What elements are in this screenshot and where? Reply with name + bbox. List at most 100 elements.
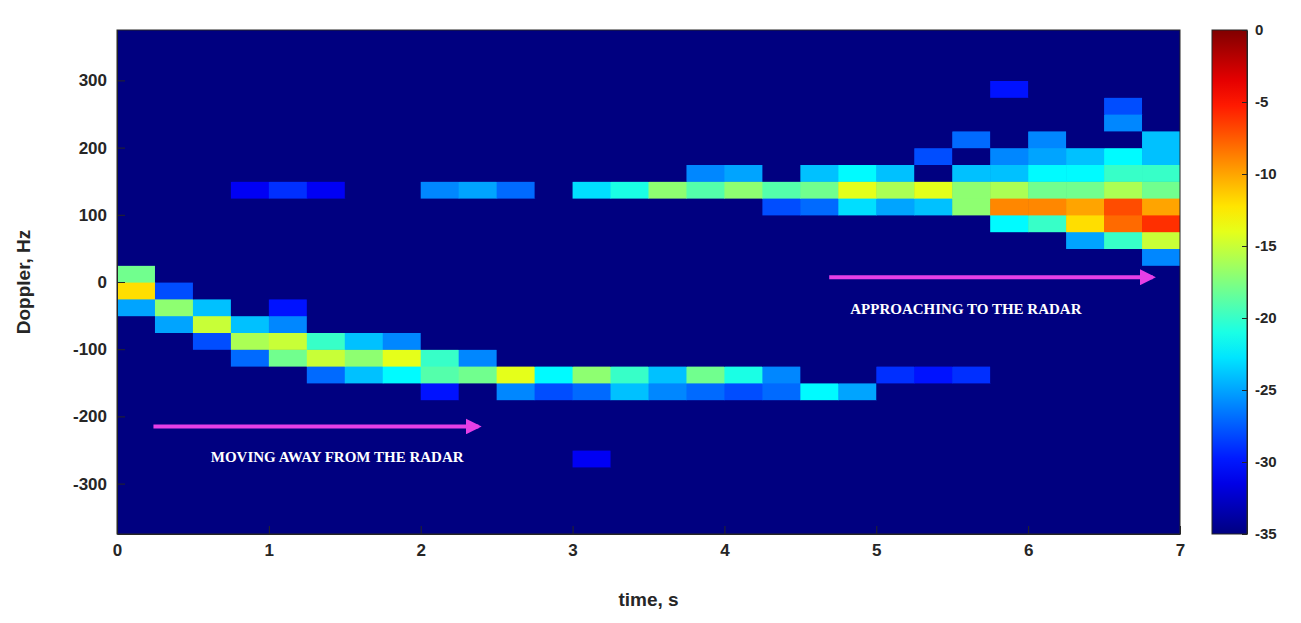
- heatmap-cell: [117, 416, 156, 433]
- heatmap-cell: [307, 500, 346, 517]
- heatmap-cell: [762, 282, 801, 299]
- heatmap-cell: [914, 215, 953, 232]
- heatmap-cell: [800, 433, 839, 450]
- heatmap-cell: [497, 148, 536, 165]
- heatmap-cell: [421, 349, 460, 366]
- heatmap-cell: [914, 47, 953, 64]
- heatmap-cell: [838, 97, 877, 114]
- heatmap-cell: [686, 97, 725, 114]
- heatmap-cell: [383, 383, 422, 400]
- heatmap-cell: [383, 332, 422, 349]
- heatmap-cell: [535, 349, 574, 366]
- heatmap-cell: [876, 114, 915, 131]
- heatmap-cell: [193, 282, 232, 299]
- heatmap-cell: [876, 164, 915, 181]
- heatmap-cell: [383, 484, 422, 501]
- heatmap-cell: [1066, 383, 1105, 400]
- heatmap-cell: [345, 299, 384, 316]
- heatmap-cell: [800, 265, 839, 282]
- heatmap-cell: [876, 198, 915, 215]
- heatmap-cell: [345, 400, 384, 417]
- heatmap-cell: [1028, 164, 1067, 181]
- heatmap-cell: [1066, 64, 1105, 81]
- annotation-arrow: [829, 275, 1152, 279]
- heatmap-cell: [990, 148, 1029, 165]
- heatmap-cell: [497, 114, 536, 131]
- heatmap-cell: [762, 400, 801, 417]
- heatmap-cell: [1104, 47, 1143, 64]
- colorbar-axis-tick: -35: [1242, 525, 1277, 542]
- heatmap-cell: [117, 114, 156, 131]
- heatmap-cell: [762, 30, 801, 47]
- heatmap-cell: [383, 114, 422, 131]
- heatmap-cell: [724, 299, 763, 316]
- heatmap-cell: [838, 316, 877, 333]
- heatmap-cell: [459, 30, 498, 47]
- heatmap-cell: [117, 500, 156, 517]
- heatmap-cell: [1028, 416, 1067, 433]
- y-axis-tick-mark: [117, 148, 125, 149]
- heatmap-cell: [724, 349, 763, 366]
- heatmap-cell: [1104, 484, 1143, 501]
- heatmap-cell: [573, 97, 612, 114]
- heatmap-cell: [421, 181, 460, 198]
- colorbar-axis-tick-mark: [1242, 318, 1247, 319]
- heatmap-cell: [800, 383, 839, 400]
- heatmap-cell: [535, 316, 574, 333]
- heatmap-cell: [269, 299, 308, 316]
- heatmap-cell: [155, 467, 194, 484]
- heatmap-cell: [914, 282, 953, 299]
- heatmap-cell: [117, 232, 156, 249]
- heatmap-cell: [459, 131, 498, 148]
- heatmap-cell: [535, 282, 574, 299]
- heatmap-cell: [762, 450, 801, 467]
- heatmap-cell: [1066, 316, 1105, 333]
- heatmap-cell: [307, 349, 346, 366]
- heatmap-cell: [952, 114, 991, 131]
- heatmap-cell: [497, 316, 536, 333]
- heatmap-cell: [876, 215, 915, 232]
- heatmap-cell: [535, 232, 574, 249]
- heatmap-cell: [876, 400, 915, 417]
- heatmap-cell: [497, 215, 536, 232]
- heatmap-cell: [307, 30, 346, 47]
- heatmap-cell: [876, 148, 915, 165]
- heatmap-cell: [231, 349, 270, 366]
- heatmap-cell: [1104, 215, 1143, 232]
- heatmap-cell: [800, 450, 839, 467]
- heatmap-cell: [990, 97, 1029, 114]
- heatmap-cell: [231, 148, 270, 165]
- x-axis-tick-mark: [1028, 526, 1029, 534]
- heatmap-cell: [1066, 467, 1105, 484]
- heatmap-cell: [990, 316, 1029, 333]
- x-axis-tick-label: 6: [1024, 541, 1033, 560]
- heatmap-cell: [838, 232, 877, 249]
- heatmap-cell: [459, 316, 498, 333]
- heatmap-cell: [1104, 332, 1143, 349]
- heatmap-cell: [838, 366, 877, 383]
- heatmap-cell: [1066, 148, 1105, 165]
- heatmap-cell: [231, 64, 270, 81]
- heatmap-cell: [611, 299, 650, 316]
- heatmap-cell: [1104, 416, 1143, 433]
- heatmap-cell: [800, 97, 839, 114]
- colorbar-axis-tick-label: -5: [1255, 93, 1268, 110]
- heatmap-cell: [421, 114, 460, 131]
- heatmap-cell: [1104, 316, 1143, 333]
- heatmap-cell: [990, 47, 1029, 64]
- heatmap-cell: [497, 433, 536, 450]
- x-axis-tick-mark: [573, 526, 574, 534]
- heatmap-cell: [383, 181, 422, 198]
- heatmap-cell: [307, 366, 346, 383]
- heatmap-cell: [459, 484, 498, 501]
- heatmap-cell: [383, 215, 422, 232]
- heatmap-cell: [1066, 282, 1105, 299]
- heatmap-cell: [193, 299, 232, 316]
- heatmap-cell: [231, 282, 270, 299]
- heatmap-cell: [1104, 450, 1143, 467]
- heatmap-cell: [345, 148, 384, 165]
- heatmap-cell: [383, 366, 422, 383]
- heatmap-cell: [459, 265, 498, 282]
- heatmap-cell: [914, 265, 953, 282]
- heatmap-cell: [345, 164, 384, 181]
